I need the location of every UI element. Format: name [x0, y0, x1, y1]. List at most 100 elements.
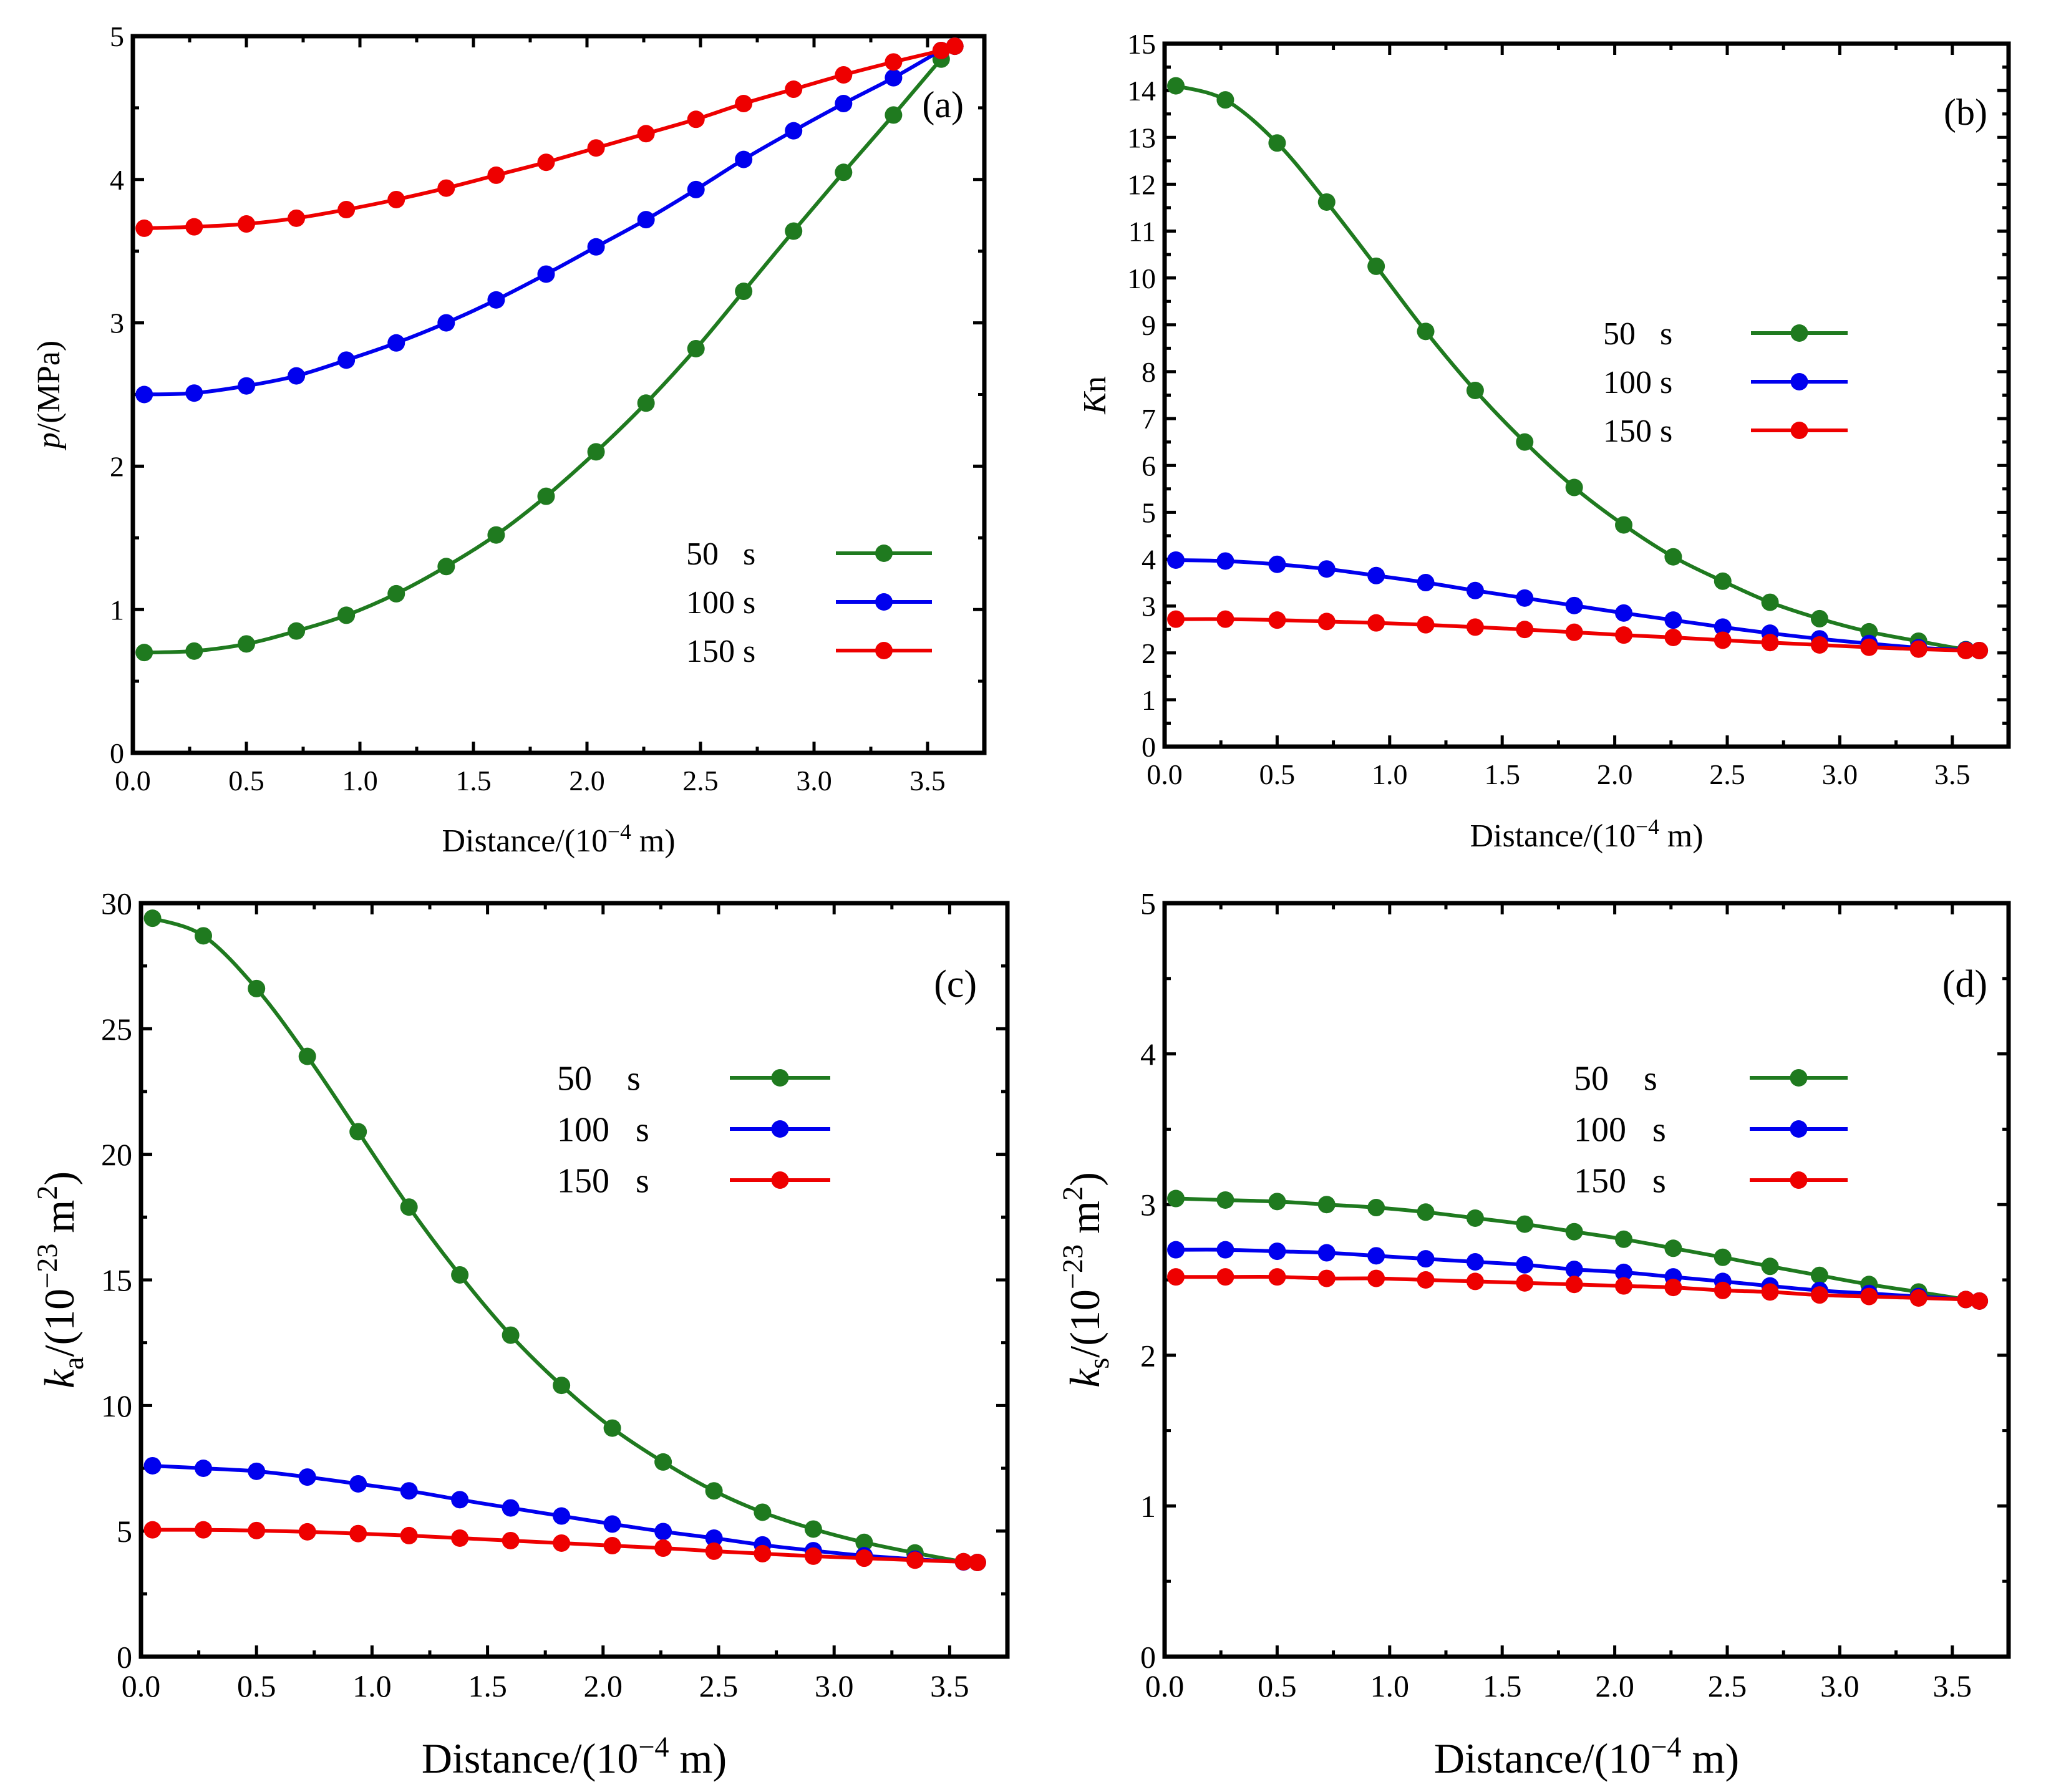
legend-marker	[1790, 1069, 1808, 1087]
legend-marker	[1790, 324, 1808, 342]
data-point	[1216, 1241, 1234, 1259]
series-line	[144, 44, 956, 655]
y-tick-label: 6	[1142, 450, 1156, 482]
series-0	[1167, 77, 1989, 659]
y-tick-label: 4	[1140, 1037, 1156, 1072]
data-point	[451, 1491, 469, 1509]
data-point	[785, 222, 803, 240]
data-point	[603, 1537, 621, 1555]
data-point	[804, 1547, 822, 1565]
data-point	[451, 1529, 469, 1547]
data-point	[1367, 566, 1385, 584]
series-0	[1167, 1189, 1989, 1310]
series-1	[135, 37, 964, 404]
data-point	[1367, 614, 1385, 632]
x-tick-label: 0.0	[1147, 758, 1183, 790]
data-point	[1664, 1279, 1682, 1297]
data-point	[932, 41, 950, 59]
data-point	[735, 283, 753, 301]
data-point	[248, 1521, 266, 1539]
y-tick-label: 7	[1142, 403, 1156, 435]
data-point	[835, 66, 853, 84]
data-point	[1367, 1247, 1385, 1265]
data-point	[537, 265, 555, 283]
data-point	[946, 37, 964, 56]
x-tick-label: 1.0	[1370, 1668, 1410, 1703]
data-point	[298, 1468, 316, 1486]
data-point	[1565, 478, 1583, 496]
x-tick-label: 1.5	[1483, 1668, 1522, 1703]
x-tick-label: 2.0	[569, 765, 605, 797]
y-tick-label: 2	[1142, 637, 1156, 669]
legend-marker	[771, 1120, 789, 1138]
data-point	[1167, 1189, 1185, 1208]
series-2	[1167, 610, 1989, 659]
data-point	[1615, 1277, 1633, 1295]
data-point	[885, 53, 903, 71]
data-point	[1268, 1268, 1286, 1286]
data-point	[135, 219, 153, 237]
legend-marker	[875, 642, 893, 659]
data-point	[248, 979, 266, 997]
y-tick-label: 1	[1140, 1489, 1156, 1524]
series-line	[144, 44, 956, 230]
data-point	[654, 1523, 672, 1541]
series-2	[1167, 1268, 1989, 1310]
data-point	[288, 209, 306, 227]
data-point	[185, 642, 203, 660]
y-tick-label: 14	[1127, 75, 1156, 107]
y-tick-label: 0	[110, 737, 124, 769]
data-point	[1417, 1271, 1435, 1289]
data-point	[1317, 560, 1336, 578]
data-point	[1761, 1283, 1779, 1301]
data-point	[754, 1503, 772, 1521]
legend-marker	[875, 593, 893, 611]
data-point	[1810, 636, 1828, 654]
panel-label: (d)	[1942, 963, 1987, 1005]
data-point	[1516, 621, 1534, 639]
data-point	[349, 1524, 367, 1543]
legend-marker	[771, 1171, 789, 1189]
plot-frame	[1162, 41, 2011, 749]
x-tick-label: 3.5	[1934, 758, 1971, 790]
data-point	[1516, 1215, 1534, 1233]
data-point	[654, 1539, 672, 1557]
data-point	[705, 1542, 723, 1560]
data-point	[1167, 610, 1185, 628]
x-tick-label: 0.5	[228, 765, 264, 797]
y-tick-label: 0	[1140, 1640, 1156, 1675]
data-point	[1367, 1269, 1385, 1287]
y-tick-label: 15	[101, 1263, 132, 1298]
data-point	[1466, 1209, 1484, 1227]
data-point	[195, 927, 213, 945]
data-point	[587, 139, 605, 157]
x-tick-label: 2.5	[1709, 758, 1745, 790]
data-point	[1417, 616, 1435, 634]
data-point	[143, 1521, 162, 1539]
data-point	[1516, 589, 1534, 607]
data-point	[637, 211, 655, 229]
series-line	[152, 916, 977, 1565]
data-point	[1216, 1191, 1234, 1209]
data-point	[1860, 638, 1878, 656]
y-tick-label: 3	[1142, 591, 1156, 622]
data-point	[553, 1507, 571, 1525]
data-point	[1516, 1274, 1534, 1292]
y-tick-label: 25	[101, 1012, 132, 1047]
data-point	[1317, 1269, 1336, 1287]
x-tick-label: 3.5	[909, 765, 946, 797]
data-point	[1909, 640, 1927, 658]
x-tick-label: 1.0	[352, 1668, 392, 1703]
y-axis-label: ka/(10−23 m2)	[32, 1171, 90, 1388]
y-tick-label: 2	[1140, 1338, 1156, 1373]
y-tick-label: 20	[101, 1137, 132, 1172]
data-point	[185, 384, 203, 402]
x-axis-label: Distance/(10−4 m)	[422, 1731, 727, 1782]
legend-label: 150 s	[557, 1162, 649, 1201]
data-point	[1317, 193, 1336, 211]
x-tick-label: 0.0	[1145, 1668, 1185, 1703]
data-point	[885, 69, 903, 87]
data-point	[785, 80, 803, 99]
legend-label: 100 s	[557, 1111, 649, 1150]
y-tick-label: 10	[101, 1388, 132, 1423]
